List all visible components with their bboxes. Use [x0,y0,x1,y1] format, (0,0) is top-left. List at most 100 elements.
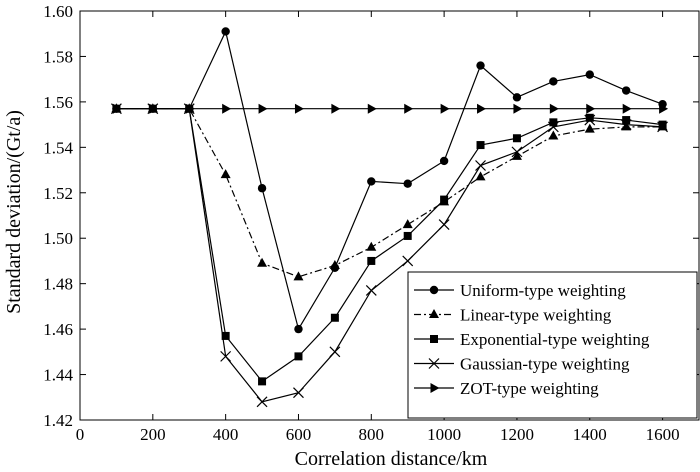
series-line [116,108,663,403]
legend-marker [429,309,439,318]
data-point [659,103,669,114]
data-point [475,160,486,171]
data-point [620,119,632,131]
legend-item: Linear-type weighting [414,306,612,325]
data-point [258,377,267,386]
y-tick-label: 1.46 [43,320,73,339]
data-point [549,77,558,86]
legend-label: Gaussian-type weighting [460,355,630,374]
y-tick-label: 1.60 [43,2,73,21]
data-point [622,103,632,114]
legend-label: ZOT-type weighting [460,379,599,398]
x-marker-stroke [329,346,341,358]
data-point [440,195,449,204]
y-tick-label: 1.58 [43,47,73,66]
x-tick-label: 800 [359,425,385,444]
data-point [221,331,230,340]
x-tick-label: 400 [213,425,239,444]
data-point [584,114,596,126]
data-point [549,118,558,127]
data-point [294,352,303,361]
data-point [512,93,522,102]
y-tick-label: 1.44 [43,366,73,385]
x-marker-stroke [584,114,596,126]
x-tick-label: 0 [76,425,85,444]
data-point [621,121,632,131]
y-tick-label: 1.54 [43,138,73,157]
data-point [403,179,412,188]
data-point [511,150,522,160]
data-point [365,285,377,296]
x-marker-stroke [475,160,486,171]
y-tick-label: 1.42 [43,411,73,430]
x-marker-stroke [511,146,523,158]
legend-item: ZOT-type weighting [414,379,599,398]
x-marker-stroke [256,396,268,408]
data-point [403,231,412,240]
data-point [402,219,413,229]
data-point [293,387,304,399]
x-marker-stroke [402,255,414,267]
x-marker-stroke [620,119,632,131]
x-tick-label: 1400 [573,425,607,444]
legend-item: Gaussian-type weighting [414,355,630,374]
data-point [329,259,340,269]
data-point [440,103,450,114]
legend-marker [430,335,438,343]
data-point [439,156,449,166]
data-point [222,103,232,114]
x-marker-stroke [438,219,450,231]
x-marker-stroke [428,358,440,369]
legend: Uniform-type weighting Linear-type weight… [407,271,698,419]
legend-box [407,271,698,419]
x-tick-label: 1600 [646,425,680,444]
data-point [475,171,486,181]
data-point [367,256,376,265]
y-axis-label: Standard deviation/(Gt/a) [3,110,25,314]
data-point [476,61,485,70]
y-tick-label: 1.52 [43,184,73,203]
data-point [622,116,631,125]
data-point [404,103,414,114]
x-tick-label: 600 [286,425,312,444]
data-point [549,103,559,114]
x-tick-label: 200 [140,425,166,444]
plot-layer: 0 200 400 600 800 1000 1200 1400 1600 1.42 1.44 1.4… [43,2,700,444]
data-point [511,146,523,158]
data-point [585,113,594,122]
x-marker-stroke [293,387,304,399]
y-tick-label: 1.50 [43,229,73,248]
data-point [512,134,521,143]
data-point [330,313,339,322]
x-marker-stroke [365,285,377,296]
data-point [185,103,195,114]
legend-item: Uniform-type weighting [414,281,626,300]
series-line [116,29,663,331]
data-point [477,103,487,114]
series-line [116,108,663,383]
legend-label: Exponential-type weighting [460,330,650,349]
data-point [585,70,594,79]
x-marker-stroke [657,121,669,133]
x-axis-label: Correlation distance/km [295,448,488,470]
data-point [257,184,267,193]
data-point [621,86,631,95]
data-point [367,103,377,114]
series-line [116,108,663,278]
data-point [256,396,268,408]
y-tick-label: 1.48 [43,275,73,294]
data-point [220,169,231,179]
legend-label: Linear-type weighting [460,306,612,325]
x-marker-stroke [220,350,232,362]
data-point [331,103,341,114]
legend-marker [428,358,440,369]
data-point [548,130,559,140]
legend-marker [429,285,439,295]
data-point [294,324,303,334]
data-point [221,27,230,36]
data-point [513,103,523,114]
x-marker-stroke [547,121,559,133]
data-point [476,141,485,150]
series-2 [111,103,668,281]
data-point [367,177,376,186]
